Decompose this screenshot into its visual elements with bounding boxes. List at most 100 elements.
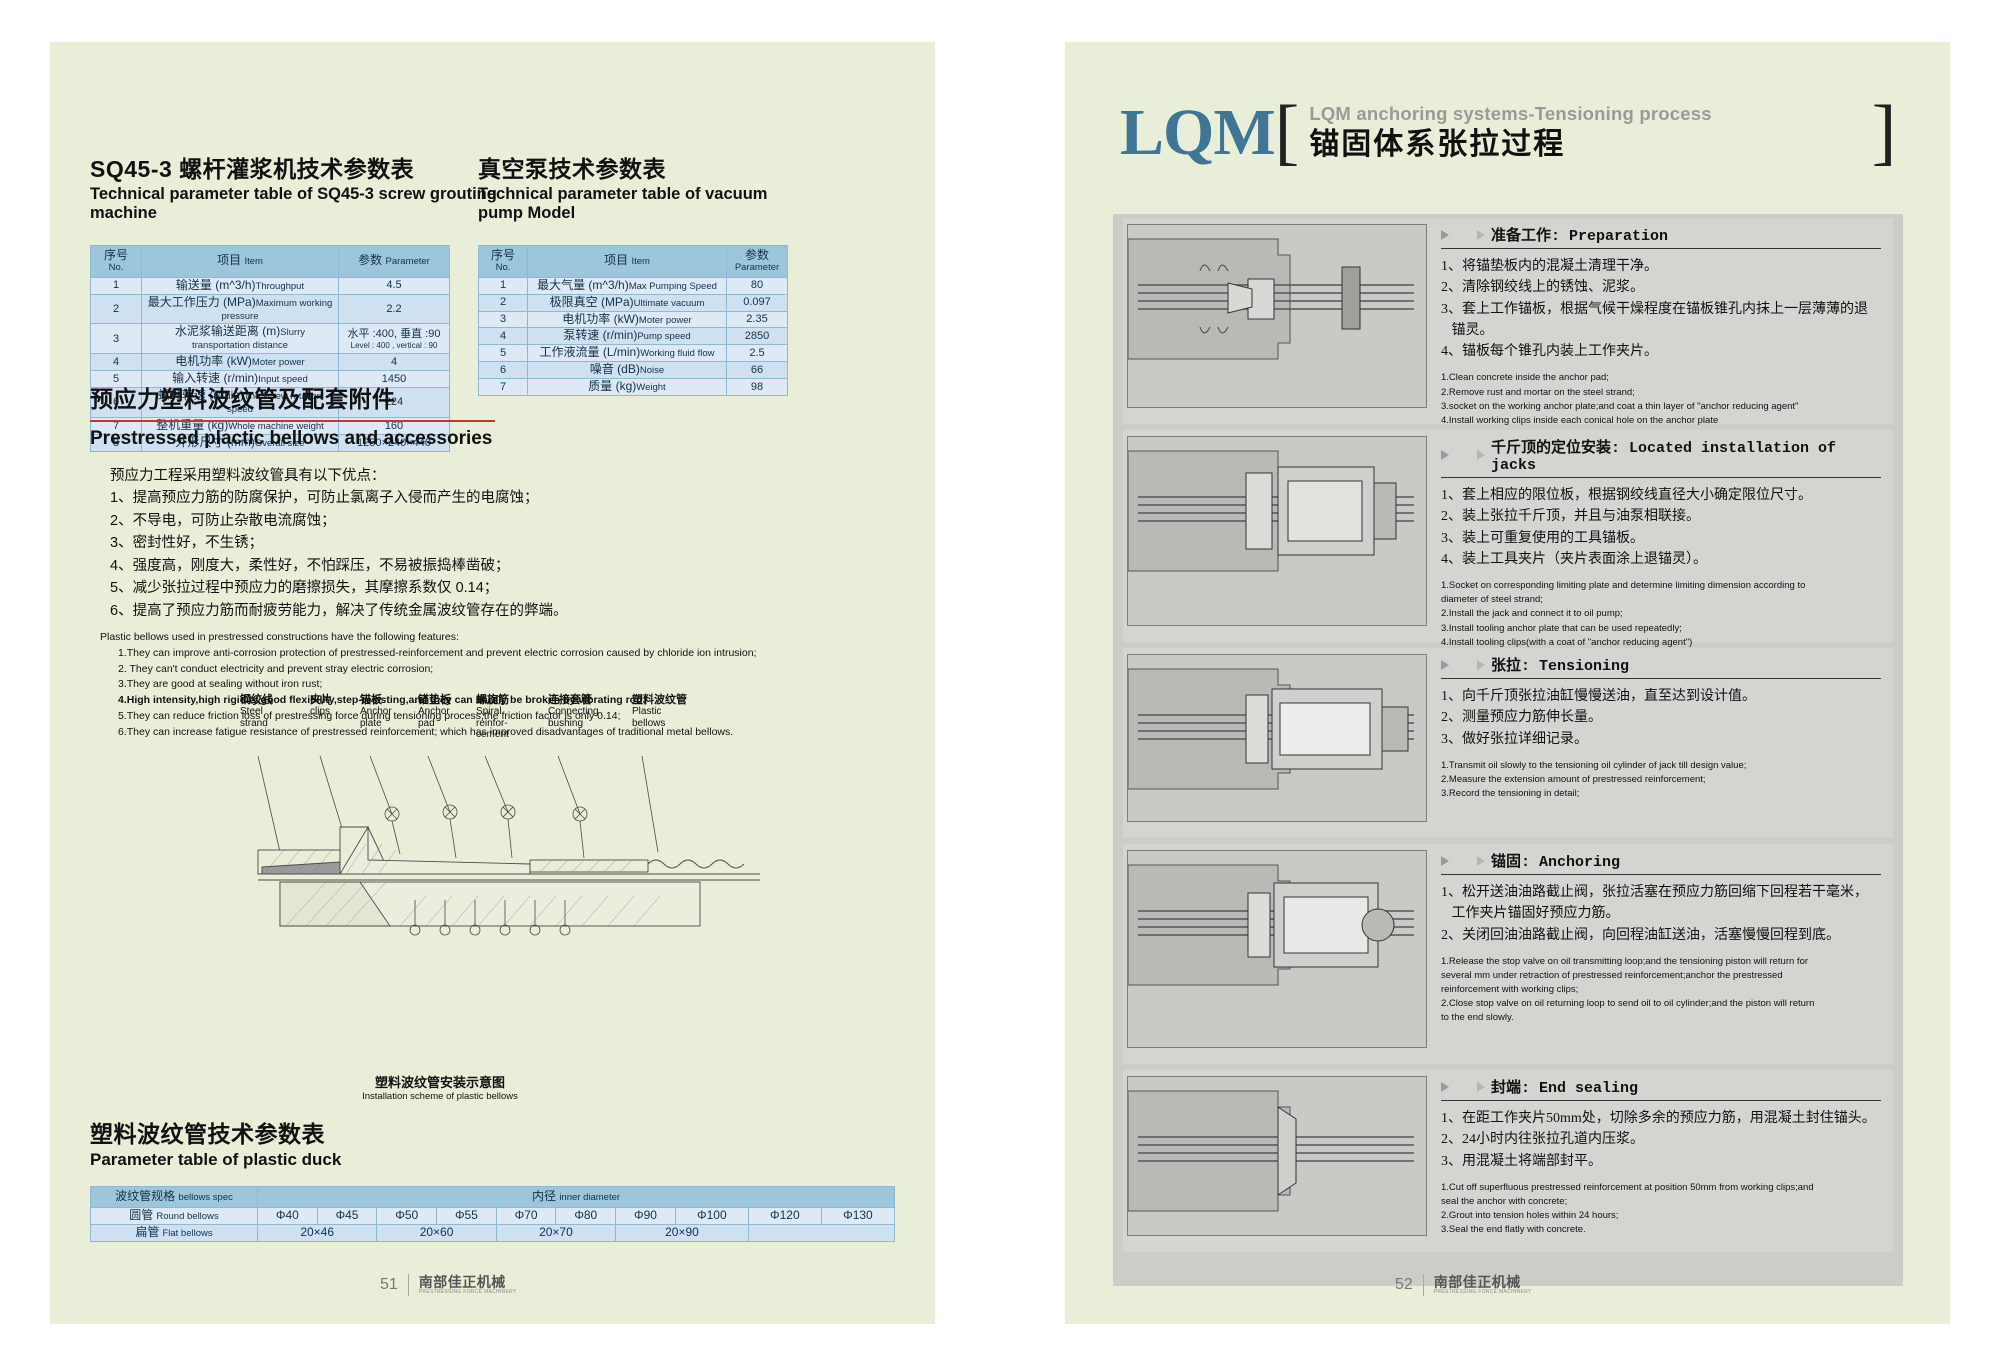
col-param: 参数 Parameter (726, 245, 788, 278)
step-english-line: 3.socket on the working anchor plate;and… (1441, 400, 1799, 412)
cell-item: 泵转速 (r/min)Pump speed (527, 327, 727, 346)
cell-value: 4 (338, 353, 450, 372)
step-english-list: 1.Transmit oil slowly to the tensioning … (1441, 759, 1881, 800)
cell-round-value: Φ50 (376, 1206, 438, 1225)
step-chinese-line: 3、做好张拉详细记录。 (1441, 731, 1588, 747)
step-title: 张拉: Tensioning (1491, 658, 1630, 675)
step-chinese-line: 工作夹片锚固好预应力筋。 (1441, 906, 1620, 922)
col-item-en: Item (244, 256, 263, 268)
step-english-line: 1.Cut off superfluous prestressed reinfo… (1441, 1181, 1814, 1193)
step-title: 锚固: Anchoring (1491, 854, 1621, 871)
table-row: 2 最大工作压力 (MPa)Maximum working pressure 2.2 (90, 293, 450, 325)
diagram-label: 螺旋筋 Spiral reinfor-cement (476, 694, 509, 740)
table-row: 扁管 Flat bellows 20×46 20×60 20×70 20×90 (90, 1223, 896, 1242)
diagram-svg (257, 755, 760, 936)
table-row: 7 质量 (kg)Weight 98 (478, 378, 788, 397)
step-english-line: 2.Grout into tension holes within 24 hou… (1441, 1210, 1619, 1222)
col-param-en: Parameter (385, 256, 430, 268)
brand-subtitle-en: LQM anchoring systems-Tensioning process (1309, 103, 1712, 125)
cell-no: 8 (90, 433, 142, 452)
section-divider-rule (90, 420, 495, 422)
cell-round-value: Φ55 (436, 1206, 497, 1225)
bellows-en-line: 5.They can reduce friction loss of prest… (118, 709, 621, 722)
step-english-line: 3.Seal the end flatly with concrete. (1441, 1224, 1586, 1236)
footer-logo-en: PRESTRESSING FORCE MACHINERY (1433, 1289, 1532, 1295)
step-english-line: several mm under retraction of prestress… (1441, 970, 1783, 981)
preparation-figure (1127, 224, 1427, 408)
footer-divider (407, 1274, 409, 1296)
left-page-footer: 51 南部佳正机械 PRESTRESSING FORCE MACHINERY (380, 1274, 517, 1296)
step-english-line: 1.Socket on corresponding limiting plate… (1441, 580, 1806, 592)
cell-round-label: 圆管 Round bellows (90, 1206, 258, 1225)
cell-item: 最大气量 (m^3/h)Max Pumping Speed (527, 276, 727, 295)
vacuum-table-title-en: Technical parameter table of vacuum pump… (478, 185, 768, 222)
step-english-line: 1.Release the stop valve on oil transmit… (1441, 955, 1809, 967)
step-english-list: 1.Clean concrete inside the anchor pad; 2… (1441, 371, 1881, 426)
step-chinese-line: 锚灵。 (1441, 322, 1494, 338)
step-text: 封端: End sealing 1、在距工作夹片50mm处，切除多余的预应力筋，用… (1427, 1070, 1893, 1252)
cell-no: 3 (478, 310, 528, 329)
table-row: 2 极限真空 (MPa)Ultimate vacuum 0.097 (478, 293, 788, 312)
step-chinese-list: 1、松开送油油路截止阀，张拉活塞在预应力筋回缩下回程若干毫米， 工作夹片锚固好预… (1441, 883, 1881, 946)
diagram-caption-cn: 塑料波纹管安装示意图 (374, 1075, 505, 1090)
screw-table-title-cn: SQ45-3 螺杆灌浆机技术参数表 (90, 156, 415, 182)
table-header-row: 波纹管规格 bellows spec 内径 inner diameter (90, 1186, 895, 1208)
diagram-label: 钢绞线 Steel strand (240, 694, 273, 729)
footer-logo-en: PRESTRESSING FORCE MACHINERY (418, 1289, 517, 1295)
step-english-line: 2.Remove rust and mortar on the steel st… (1441, 386, 1635, 398)
jack-installation-figure (1127, 436, 1427, 626)
duct-table-head: 波纹管规格 bellows spec 内径 inner diameter (90, 1186, 895, 1208)
bellows-cn-line: 2、不导电，可防止杂散电流腐蚀； (110, 512, 336, 529)
step-chinese-line: 4、锚板每个锥孔内装上工作夹片。 (1441, 344, 1658, 360)
cell-value: 4.5 (338, 276, 450, 295)
col-param-cn: 参数 (358, 253, 383, 268)
step-chinese-line: 2、24小时内往张拉孔道内压浆。 (1441, 1132, 1644, 1148)
cell-no: 1 (478, 276, 528, 295)
bellows-english-text: Plastic bellows used in prestressed cons… (100, 630, 840, 740)
table-row: 5 输入转速 (r/min)Input speed 1450 (90, 370, 450, 389)
col-no: 序号 No. (478, 245, 528, 278)
triangle-icon (1441, 1081, 1449, 1092)
triangle-icon-secondary (1477, 229, 1485, 240)
step-title-row: 封端: End sealing (1441, 1076, 1881, 1101)
triangle-icon (1441, 855, 1449, 866)
cell-value: 2.5 (726, 344, 788, 363)
lqm-wordmark: LQM (1120, 96, 1276, 169)
col-no-cn: 序号 (103, 248, 128, 262)
cell-value: 2.2 (338, 293, 450, 325)
bellows-title-cn: 预应力塑料波纹管及配套附件 (90, 386, 396, 412)
step-chinese-line: 1、松开送油油路截止阀，张拉活塞在预应力筋回缩下回程若干毫米， (1441, 885, 1868, 900)
col-no-cn: 序号 (490, 248, 515, 262)
bellows-cn-line: 4、强度高，刚度大，柔性好，不怕踩压，不易被振捣棒凿破； (110, 557, 510, 574)
left-page: SQ45-3 螺杆灌浆机技术参数表 Technical parameter ta… (50, 42, 935, 1324)
bellows-cn-line: 预应力工程采用塑料波纹管具有以下优点： (110, 468, 386, 484)
cell-round-value: Φ90 (615, 1206, 676, 1225)
diagram-caption-en: Installation scheme of plastic bellows (362, 1091, 518, 1102)
step-text: 准备工作: Preparation 1、将锚垫板内的混凝土清理干净。 2、清除钢绞线… (1427, 218, 1893, 426)
process-step: 锚固: Anchoring 1、松开送油油路截止阀，张拉活塞在预应力筋回缩下回程若… (1123, 844, 1893, 1064)
bellows-chinese-text: 预应力工程采用塑料波纹管具有以下优点： 1、提高预应力筋的防腐保护，可防止氯离子入… (110, 465, 810, 622)
bellows-section-subheading: Prestressed plactic bellows and accessor… (90, 425, 690, 449)
process-step: 张拉: Tensioning 1、向千斤顶张拉油缸慢慢送油，直至达到设计值。 2、测… (1123, 648, 1893, 838)
col-item-cn: 项目 (217, 253, 242, 268)
step-chinese-line: 4、装上工具夹片（夹片表面涂上退锚灵）。 (1441, 551, 1707, 567)
cell-value: 66 (726, 361, 788, 380)
anchoring-figure (1127, 850, 1427, 1048)
step-title-row: 张拉: Tensioning (1441, 654, 1881, 679)
footer-logo: 南部佳正机械 PRESTRESSING FORCE MACHINERY (1434, 1275, 1532, 1295)
col-no-en: No. (495, 261, 511, 273)
cell-value: 80 (726, 276, 788, 295)
bellows-title-en: Prestressed plactic bellows and accessor… (90, 428, 493, 449)
table-row: 5 工作液流量 (L/min)Working fluid flow 2.5 (478, 344, 788, 363)
cell-item: 最大工作压力 (MPa)Maximum working pressure (141, 293, 339, 325)
process-step: 封端: End sealing 1、在距工作夹片50mm处，切除多余的预应力筋，用… (1123, 1070, 1893, 1252)
col-no: 序号 No. (90, 245, 142, 278)
step-english-line: to the end slowly. (1441, 1012, 1514, 1024)
triangle-icon-secondary (1477, 659, 1485, 670)
cell-no: 4 (90, 353, 142, 372)
vacuum-table-title-cn: 真空泵技术参数表 (478, 156, 666, 182)
step-english-line: diameter of steel strand; (1441, 594, 1543, 606)
table-row: 1 输送量 (m^3/h)Throughput 4.5 (90, 276, 450, 295)
col-item: 项目 Item (141, 245, 339, 278)
